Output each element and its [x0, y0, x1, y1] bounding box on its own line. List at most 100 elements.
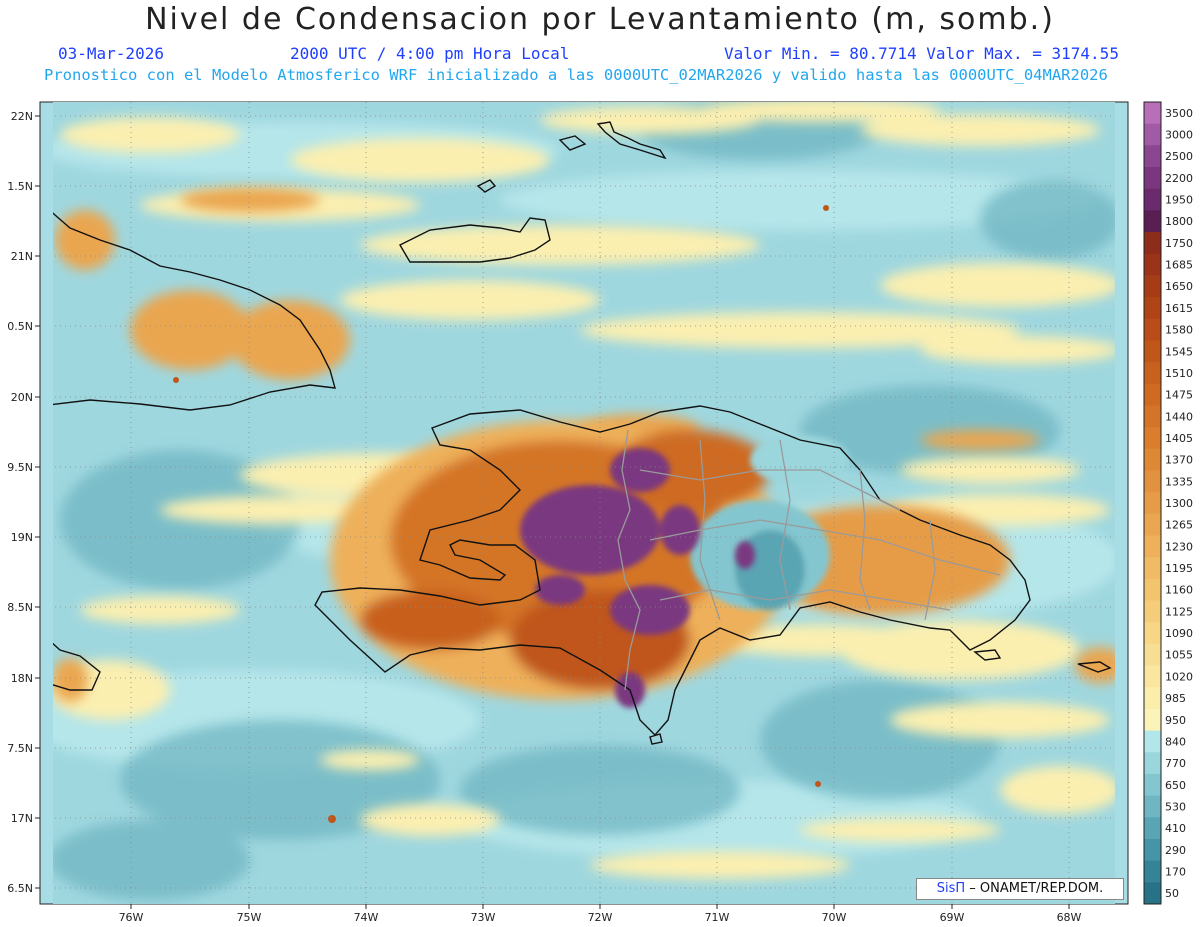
- colorbar-label: 3500: [1165, 107, 1193, 120]
- colorbar-swatch: [1144, 405, 1161, 428]
- min-max-values: Valor Min. = 80.7714 Valor Max. = 3174.5…: [724, 44, 1119, 63]
- colorbar-label: 1750: [1165, 237, 1193, 250]
- colorbar-label: 1335: [1165, 475, 1193, 488]
- colorbar-label: 50: [1165, 887, 1179, 900]
- colorbar-label: 1650: [1165, 280, 1193, 293]
- colorbar-label: 1300: [1165, 497, 1193, 510]
- colorbar-label: 1685: [1165, 259, 1193, 272]
- colorbar-label: 1125: [1165, 605, 1193, 618]
- colorbar-swatch: [1144, 578, 1161, 602]
- colorbar-label: 1440: [1165, 410, 1193, 423]
- colorbar-label: 1580: [1165, 324, 1193, 337]
- colorbar-swatch: [1144, 275, 1161, 298]
- colorbar-label: 840: [1165, 735, 1186, 748]
- colorbar-label: 1510: [1165, 367, 1193, 380]
- lat-label: 18N: [11, 672, 33, 685]
- lat-axis: [35, 115, 40, 889]
- forecast-date: 03-Mar-2026: [58, 44, 164, 63]
- colorbar-swatch: [1144, 773, 1161, 797]
- colorbar: 3500 3000 2500 2200 1950 1800 1750 1685 1650 1615…: [1143, 101, 1193, 905]
- lat-label: 19N: [11, 531, 33, 544]
- lon-label: 72W: [588, 911, 613, 924]
- colorbar-label: 2500: [1165, 150, 1193, 163]
- colorbar-swatch: [1144, 383, 1161, 406]
- colorbar-swatch: [1144, 665, 1161, 688]
- forecast-note: Pronostico con el Modelo Atmosferico WRF…: [44, 66, 1108, 84]
- colorbar-label: 170: [1165, 865, 1186, 878]
- colorbar-swatch: [1144, 492, 1161, 515]
- graticule: [53, 102, 1115, 904]
- admin-borders: [617, 429, 1001, 691]
- colorbar-swatch: [1144, 882, 1161, 905]
- colorbar-label: 1020: [1165, 670, 1193, 683]
- colorbar-label: 1615: [1165, 302, 1193, 315]
- credit-box: SisΠ – ONAMET/REP.DOM.: [916, 878, 1124, 900]
- lat-label: 17N: [11, 812, 33, 825]
- map-title: Nivel de Condensacion por Levantamiento …: [145, 2, 1055, 37]
- colorbar-label: 1950: [1165, 194, 1193, 207]
- colorbar-label: 2200: [1165, 172, 1193, 185]
- colorbar-swatch: [1144, 708, 1161, 732]
- lon-axis: [130, 904, 1070, 909]
- colorbar-swatch: [1144, 795, 1161, 818]
- lon-label: 74W: [354, 911, 379, 924]
- lon-labels: 76W 75W 74W 73W 72W 71W 70W 69W 68W: [119, 911, 1082, 924]
- colorbar-swatch: [1144, 513, 1161, 537]
- colorbar-label: 1055: [1165, 649, 1193, 662]
- lat-label: 22N: [11, 110, 33, 123]
- colorbar-swatch: [1144, 860, 1161, 883]
- colorbar-label: 1545: [1165, 345, 1193, 358]
- colorbar-swatch: [1144, 730, 1161, 753]
- colorbar-label: 1475: [1165, 389, 1193, 402]
- colorbar-swatch: [1144, 340, 1161, 363]
- colorbar-label: 770: [1165, 757, 1186, 770]
- colorbar-swatch: [1144, 687, 1161, 710]
- colorbar-swatch: [1144, 448, 1161, 471]
- colorbar-swatch: [1144, 102, 1161, 125]
- credit-brand: SisΠ: [936, 881, 966, 896]
- credit-text: – ONAMET/REP.DOM.: [969, 881, 1104, 896]
- colorbar-label: 3000: [1165, 129, 1193, 142]
- lat-label: 1.5N: [7, 180, 33, 193]
- lat-label: 7.5N: [7, 742, 33, 755]
- forecast-time: 2000 UTC / 4:00 pm Hora Local: [290, 44, 570, 63]
- colorbar-label: 530: [1165, 800, 1186, 813]
- lon-label: 73W: [471, 911, 496, 924]
- colorbar-label: 410: [1165, 822, 1186, 835]
- lat-label: 20N: [11, 391, 33, 404]
- colorbar-swatch: [1144, 188, 1161, 211]
- colorbar-label: 1090: [1165, 627, 1193, 640]
- colorbar-label: 1405: [1165, 432, 1193, 445]
- colorbar-label: 1800: [1165, 215, 1193, 228]
- colorbar-swatch: [1144, 232, 1161, 255]
- lat-label: 9.5N: [7, 461, 33, 474]
- lon-label: 69W: [940, 911, 965, 924]
- lat-label: 8.5N: [7, 601, 33, 614]
- colorbar-label: 985: [1165, 692, 1186, 705]
- lcl-shaded-field: [53, 102, 1115, 904]
- colorbar-swatch: [1144, 123, 1161, 146]
- colorbar-label: 290: [1165, 844, 1186, 857]
- colorbar-swatch: [1144, 167, 1161, 190]
- colorbar-swatch: [1144, 297, 1161, 320]
- colorbar-label: 1370: [1165, 454, 1193, 467]
- lat-label: 0.5N: [7, 320, 33, 333]
- colorbar-swatch: [1144, 752, 1161, 775]
- lat-label: 6.5N: [7, 882, 33, 895]
- lon-label: 70W: [822, 911, 847, 924]
- lon-label: 75W: [237, 911, 262, 924]
- colorbar-swatch: [1144, 838, 1161, 862]
- colorbar-swatch: [1144, 557, 1161, 580]
- colorbar-swatch: [1144, 210, 1161, 233]
- colorbar-label: 1195: [1165, 562, 1193, 575]
- lon-label: 76W: [119, 911, 144, 924]
- colorbar-label: 650: [1165, 779, 1186, 792]
- colorbar-swatch: [1144, 643, 1161, 667]
- colorbar-label: 1230: [1165, 540, 1193, 553]
- colorbar-swatch: [1144, 318, 1161, 341]
- lon-label: 71W: [705, 911, 730, 924]
- lat-label: 21N: [11, 250, 33, 263]
- colorbar-swatch: [1144, 535, 1161, 558]
- colorbar-swatch: [1144, 427, 1161, 450]
